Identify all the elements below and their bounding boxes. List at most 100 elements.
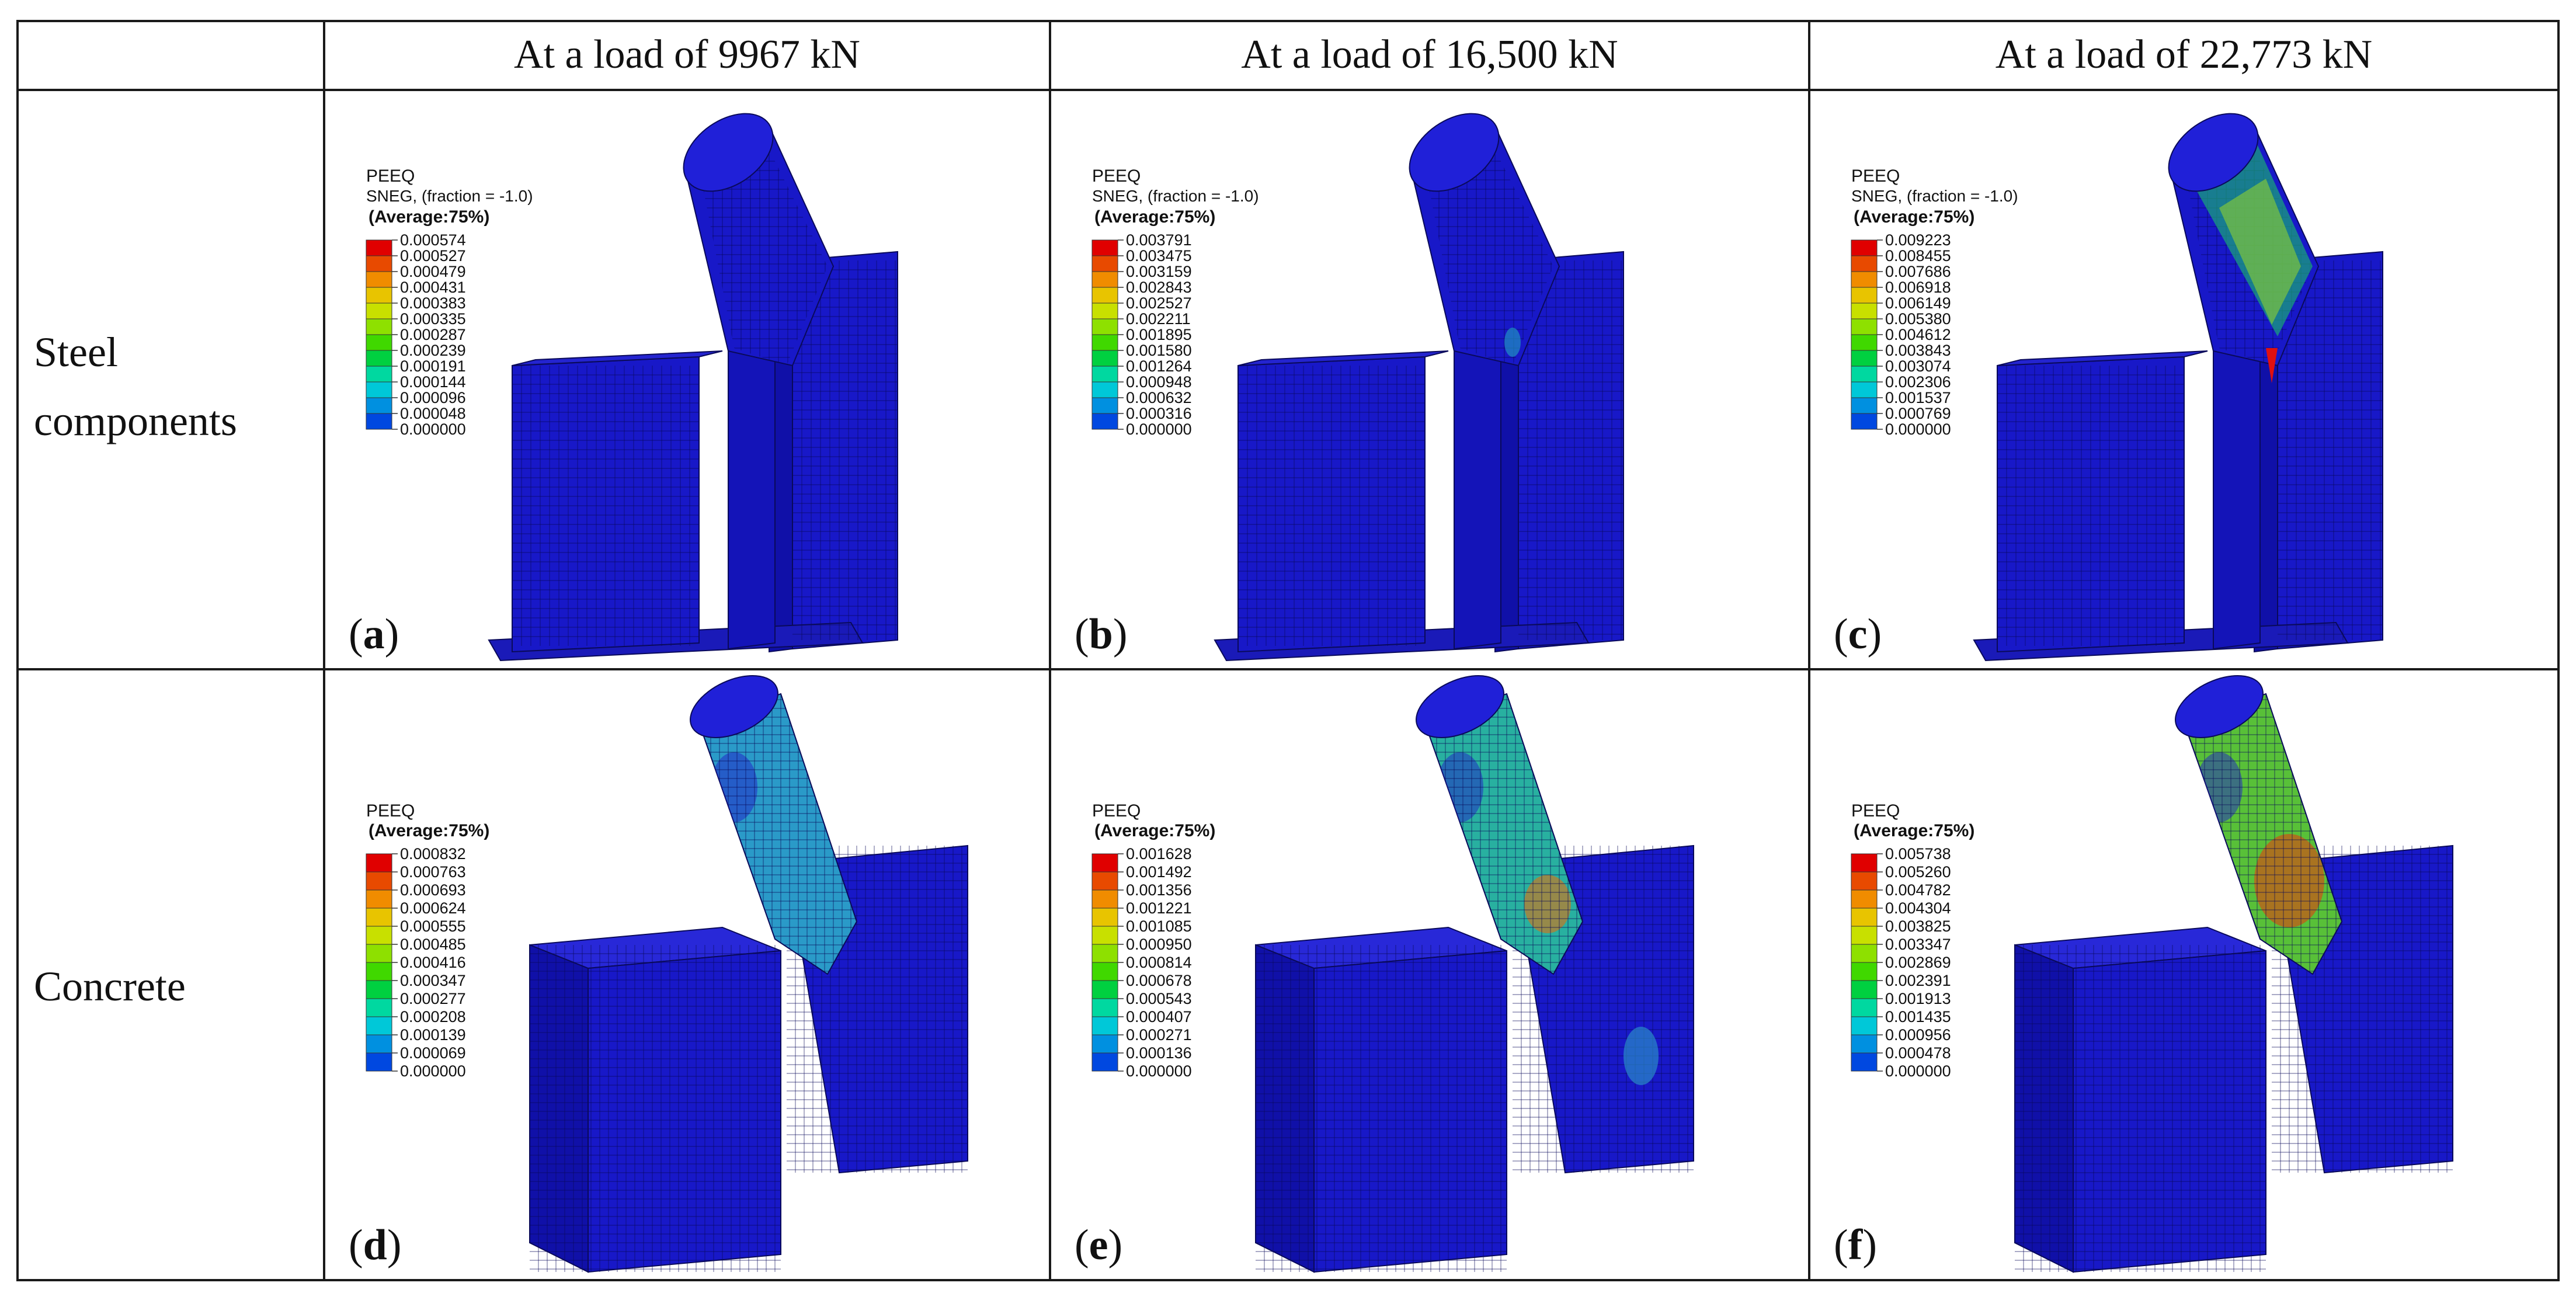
colorbar-swatch (366, 287, 392, 304)
colorbar-swatch (366, 962, 392, 981)
colorbar-swatch (366, 334, 392, 351)
legend-value: 0.000000 (1126, 1062, 1192, 1080)
fe-model-illustration (2014, 675, 2453, 1273)
colorbar-swatch (366, 944, 392, 963)
legend-value: 0.000239 (400, 342, 466, 359)
legend-value: 0.000191 (400, 357, 466, 375)
legend-title: PEEQ (1851, 166, 1900, 186)
colorbar-swatch (1851, 334, 1878, 351)
subfigure-letter: c (1848, 610, 1868, 658)
legend-value: 0.006149 (1885, 294, 1951, 312)
colorbar-swatch (1851, 397, 1878, 414)
legend-value: 0.008455 (1885, 247, 1951, 265)
colorbar-swatch (1091, 1052, 1118, 1072)
colorbar-swatch (1091, 908, 1118, 927)
legend-value: 0.001264 (1126, 357, 1192, 375)
subfigure-letter: d (363, 1221, 387, 1269)
legend-value: 0.006918 (1885, 279, 1951, 296)
legend-value: 0.000144 (400, 373, 466, 391)
fe-contour-plot: PEEQ(Average:75%) 0.0057380.0052600.00478… (1851, 675, 2453, 1273)
colorbar-swatch (1091, 871, 1118, 891)
legend-value: 0.003475 (1126, 247, 1192, 265)
colorbar-swatch (1851, 908, 1878, 927)
legend-value: 0.000431 (400, 279, 466, 296)
colorbar-swatch (1851, 944, 1878, 963)
colorbar-swatch (1091, 303, 1118, 319)
legend-average: (Average:75%) (1094, 821, 1215, 840)
colorbar-swatch (366, 381, 392, 398)
legend-value: 0.001537 (1885, 389, 1951, 406)
legend-value: 0.001628 (1126, 845, 1192, 863)
legend-title: PEEQ (366, 166, 415, 186)
colorbar-swatch (1851, 239, 1878, 256)
legend-value: 0.000948 (1126, 373, 1192, 391)
legend-value: 0.004782 (1885, 881, 1951, 899)
legend-value: 0.000208 (400, 1008, 466, 1026)
subfigure-letter: b (1089, 610, 1113, 658)
table-header-divider (16, 89, 2560, 91)
colorbar-swatch (1851, 1034, 1878, 1054)
table-col-divider (1808, 20, 1810, 1281)
table-border-right (2557, 20, 2560, 1281)
legend-value: 0.000769 (1885, 405, 1951, 422)
colorbar-swatch (366, 980, 392, 999)
legend-average: (Average:75%) (1094, 207, 1215, 227)
subfigure-label: (a) (349, 610, 399, 658)
legend-value: 0.001580 (1126, 342, 1192, 359)
colorbar-swatch (1851, 853, 1878, 873)
panel-b: PEEQ SNEG, (fraction = -1.0) (Average:75%)… (1051, 91, 1808, 668)
colorbar-swatch (1851, 303, 1878, 319)
colorbar-swatch (1091, 397, 1118, 414)
legend-value: 0.000000 (1885, 1062, 1951, 1080)
legend-value: 0.005260 (1885, 863, 1951, 881)
colorbar-swatch (1091, 413, 1118, 430)
table-border-bottom (16, 1279, 2560, 1281)
legend-value: 0.000950 (1126, 936, 1192, 953)
legend-average: (Average:75%) (1854, 821, 1974, 840)
legend-value: 0.004304 (1885, 899, 1951, 917)
legend-value: 0.002391 (1885, 972, 1951, 989)
panel-e: PEEQ (Average:75%) 0.001628 0.001492 0.00135… (1051, 670, 1808, 1279)
legend-subtitle: SNEG, (fraction = -1.0) (366, 187, 533, 205)
panel-a: PEEQ SNEG, (fraction = -1.0) (Average:75%)… (325, 91, 1049, 668)
legend-value: 0.000271 (1126, 1026, 1192, 1044)
subfigure-label: (b) (1075, 610, 1128, 658)
legend-value: 0.002869 (1885, 954, 1951, 971)
legend-value: 0.000624 (400, 899, 466, 917)
legend-value: 0.000069 (400, 1044, 466, 1062)
legend-value: 0.007686 (1885, 263, 1951, 280)
colorbar-swatch (1091, 239, 1118, 256)
colorbar-swatch (366, 350, 392, 367)
legend-value: 0.000048 (400, 405, 466, 422)
colorbar-swatch (1091, 853, 1118, 873)
colorbar-swatch (366, 413, 392, 430)
legend-value: 0.000814 (1126, 954, 1192, 971)
fe-model-illustration (1973, 113, 2383, 662)
colorbar-swatch (366, 853, 392, 873)
colorbar-swatch (1851, 1016, 1878, 1035)
legend-value: 0.000555 (400, 917, 466, 935)
legend-value: 0.000527 (400, 247, 466, 265)
colorbar-swatch (1091, 980, 1118, 999)
colorbar-swatch (1091, 381, 1118, 398)
colorbar-swatch (1091, 1016, 1118, 1035)
column-header: At a load of 22,773 kN (1995, 32, 2373, 77)
colorbar-swatch (366, 1052, 392, 1072)
legend-value: 0.000407 (1126, 1008, 1192, 1026)
legend-value: 0.002527 (1126, 294, 1192, 312)
fe-model-illustration (1214, 113, 1624, 662)
legend-title: PEEQ (1851, 801, 1900, 821)
colorbar-legend: PEEQ(Average:75%) 0.0057380.0052600.00478… (1851, 801, 1974, 1080)
legend-value: 0.000678 (1126, 972, 1192, 989)
panel-f: PEEQ (Average:75%) 0.005738 0.005260 0.00478… (1810, 670, 2557, 1279)
table-col-divider (323, 20, 325, 1281)
row-label-concrete: Concrete (34, 952, 186, 1021)
panel-c: PEEQ SNEG, (fraction = -1.0) (Average:75%)… (1810, 91, 2557, 668)
colorbar-legend: PEEQ(Average:75%) 0.0016280.0014920.00135… (1091, 801, 1215, 1080)
legend-value: 0.000479 (400, 263, 466, 280)
row-label-line: Concrete (34, 963, 186, 1010)
legend-value: 0.000096 (400, 389, 466, 406)
